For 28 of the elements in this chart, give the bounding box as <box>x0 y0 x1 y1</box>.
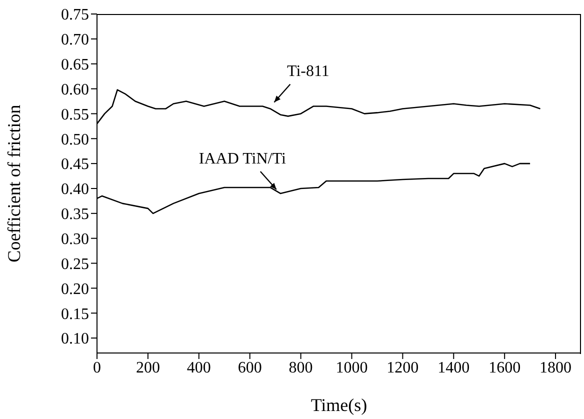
y-tick-label: 0.30 <box>61 231 89 248</box>
y-tick-label: 0.75 <box>61 6 89 24</box>
y-tick-label: 0.55 <box>61 106 89 124</box>
x-tick-label: 1600 <box>488 359 521 376</box>
y-tick-label: 0.60 <box>61 81 89 98</box>
y-tick-label: 0.40 <box>61 181 89 198</box>
y-tick-label: 0.20 <box>61 280 89 298</box>
y-tick-label: 0.35 <box>61 206 89 224</box>
x-tick-label: 800 <box>288 359 313 376</box>
x-tick-label: 1400 <box>438 359 470 376</box>
annotation: Ti-811 <box>287 63 330 80</box>
y-axis-title: Coefficient of friction <box>4 104 24 262</box>
x-tick-label: 600 <box>238 359 262 376</box>
y-tick-label: 0.70 <box>61 32 89 49</box>
x-tick-label: 1800 <box>540 359 572 376</box>
y-tick-label: 0.10 <box>61 330 89 348</box>
y-tick-label: 0.15 <box>61 306 89 323</box>
y-tick-label: 0.25 <box>61 256 89 273</box>
x-axis-title: Time(s) <box>310 395 368 415</box>
x-tick-label: 1000 <box>336 359 368 376</box>
x-tick-label: 400 <box>186 359 211 376</box>
y-tick-label: 0.50 <box>61 131 89 148</box>
x-tick-label: 1200 <box>386 359 419 376</box>
x-tick-label: 200 <box>136 359 160 376</box>
y-tick-label: 0.45 <box>61 156 89 174</box>
x-tick-label: 0 <box>93 359 101 376</box>
y-tick-label: 0.65 <box>61 56 89 74</box>
annotation: IAAD TiN/Ti <box>198 150 286 168</box>
